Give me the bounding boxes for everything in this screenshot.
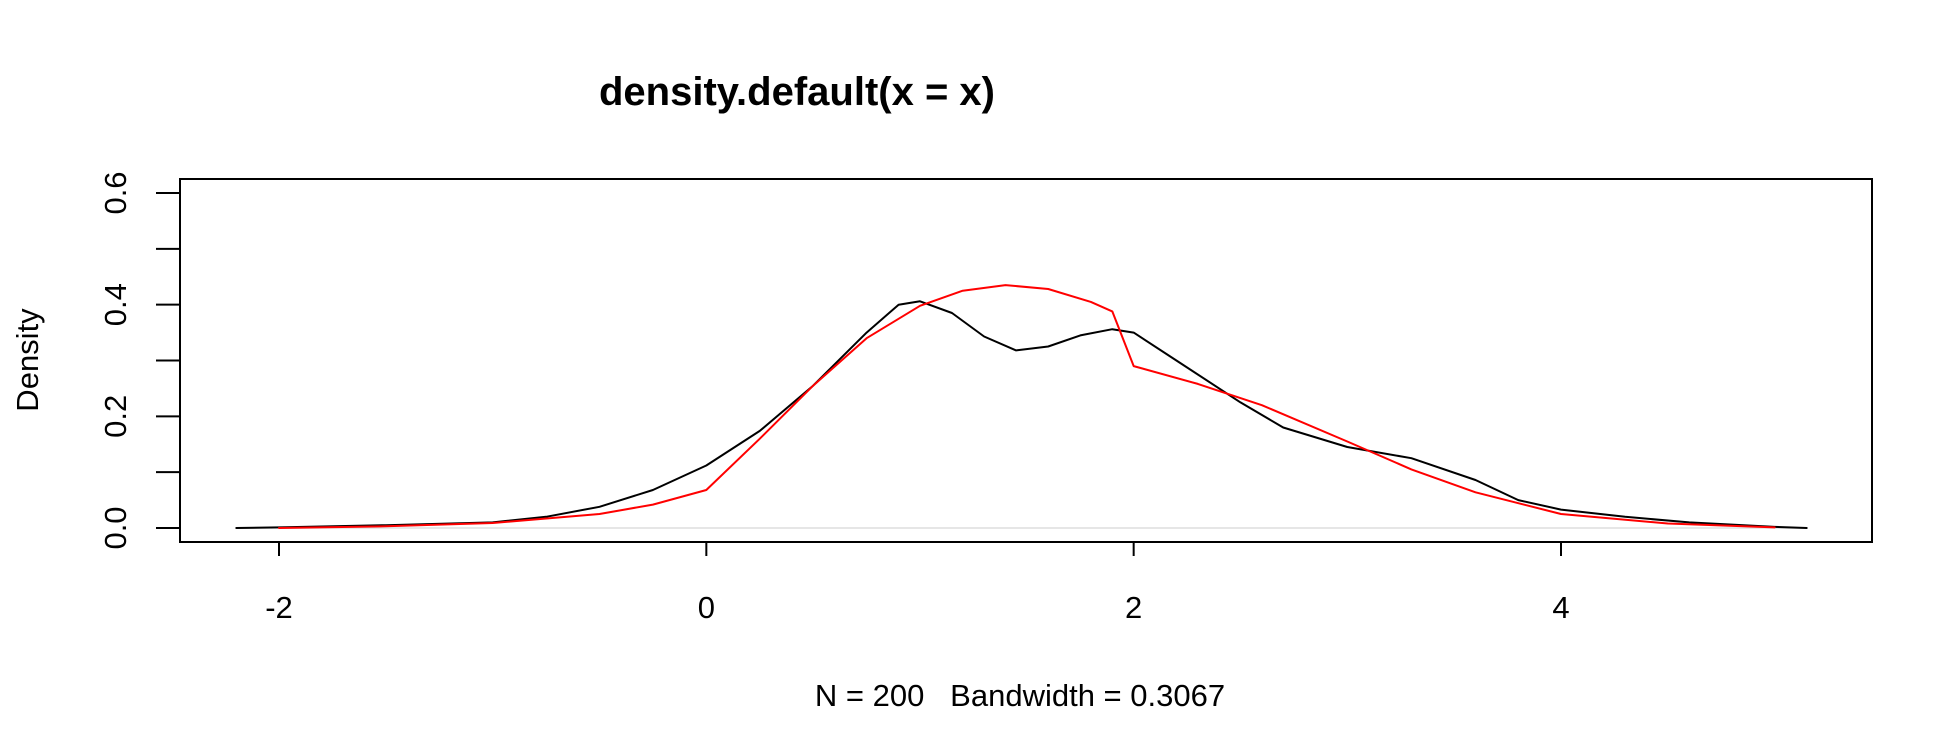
- series-line-1: [235, 300, 1808, 529]
- x-tick-label: -2: [265, 590, 293, 625]
- chart-title: density.default(x = x): [599, 70, 995, 114]
- y-axis-label: Density: [10, 308, 45, 412]
- x-axis-label: N = 200 Bandwidth = 0.3067: [815, 678, 1225, 713]
- y-tick-label: 0.0: [98, 506, 133, 549]
- plot-frame: [179, 178, 1873, 543]
- series-line-2: [278, 284, 1776, 529]
- x-tick-label: 0: [698, 590, 715, 625]
- y-tick-label: 0.6: [98, 171, 133, 214]
- y-tick-label: 0.2: [98, 395, 133, 438]
- y-tick-label: 0.4: [98, 283, 133, 326]
- x-axis: -2 0 2 4: [265, 541, 1570, 625]
- y-axis: 0.0 0.2 0.4 0.6: [98, 171, 181, 550]
- series-layer: [235, 284, 1808, 529]
- x-tick-label: 4: [1552, 590, 1569, 625]
- x-tick-label: 2: [1125, 590, 1142, 625]
